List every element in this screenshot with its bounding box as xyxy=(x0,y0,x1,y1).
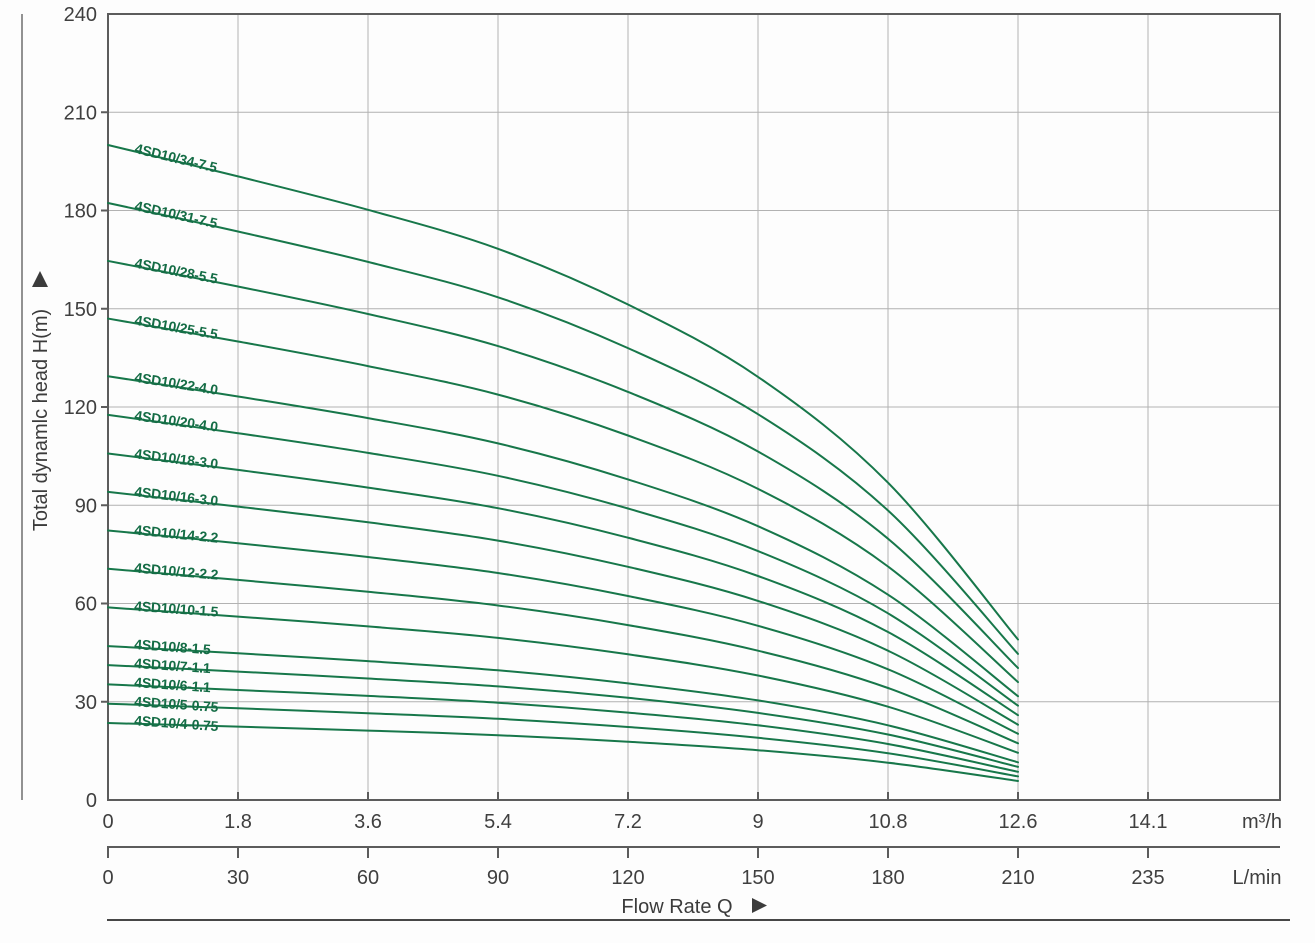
x-tick-label-m3h: 14.1 xyxy=(1129,811,1168,833)
y-axis-title-group: Total dynamlc head H(m) xyxy=(30,271,52,531)
x-tick-label-m3h: 5.4 xyxy=(484,811,512,833)
pump-curve xyxy=(107,606,1019,754)
pump-curve xyxy=(107,645,1019,764)
y-tick-labels: 0 30 60 90 120 150 180 210 240 xyxy=(64,4,97,812)
pump-curve xyxy=(107,683,1019,773)
curve-label: 4SD10/8-1.5 xyxy=(134,636,212,657)
y-tick-label: 210 xyxy=(64,102,97,124)
x-tick-label-lmin: 120 xyxy=(611,867,644,889)
pump-curve xyxy=(107,144,1019,641)
axis-ticks xyxy=(101,111,1149,800)
x-tick-label-m3h: 0 xyxy=(102,811,113,833)
x-tick-label-lmin: 150 xyxy=(741,867,774,889)
curve-label: 4SD10/5-0.75 xyxy=(134,693,219,715)
x-tick-label-m3h: 12.6 xyxy=(999,811,1038,833)
pump-curve xyxy=(107,452,1019,717)
y-tick-label: 90 xyxy=(75,495,97,517)
y-tick-label: 0 xyxy=(86,790,97,812)
pump-curve xyxy=(107,702,1019,778)
x-axis-title: Flow Rate Q xyxy=(621,896,732,918)
x-tick-label-lmin: 30 xyxy=(227,867,249,889)
pump-curve xyxy=(107,317,1019,684)
x-tick-label-lmin: 90 xyxy=(487,867,509,889)
x-tick-label-m3h: 3.6 xyxy=(354,811,382,833)
y-tick-label: 150 xyxy=(64,299,97,321)
pump-curve xyxy=(107,201,1019,655)
pump-curve xyxy=(107,375,1019,698)
x-tick-label-m3h: 9 xyxy=(752,811,763,833)
x-tick-label-m3h: 1.8 xyxy=(224,811,252,833)
lmin-ticks xyxy=(107,847,1149,858)
pump-curve xyxy=(107,664,1019,768)
x-axis-m3h: 0 1.8 3.6 5.4 7.2 9 10.8 12.6 14.1 m³/h xyxy=(102,811,1282,833)
y-tick-label: 30 xyxy=(75,692,97,714)
x-tick-label-lmin: 0 xyxy=(102,867,113,889)
y-tick-label: 120 xyxy=(64,397,97,419)
x-axis-title-group: Flow Rate Q xyxy=(621,896,767,918)
curve-label: 4SD10/12-2.2 xyxy=(134,560,219,583)
pump-curve xyxy=(107,413,1019,707)
curve-label: 4SD10/7-1.1 xyxy=(134,655,212,676)
x-tick-label-m3h: 10.8 xyxy=(869,811,908,833)
right-arrow-icon xyxy=(752,898,767,913)
pump-curve xyxy=(107,722,1019,782)
x-tick-label-lmin: 210 xyxy=(1001,867,1034,889)
pump-curve xyxy=(107,259,1019,669)
curve-label: 4SD10/4-0.75 xyxy=(134,712,219,734)
x-unit-lmin: L/min xyxy=(1233,867,1282,889)
x-tick-label-lmin: 180 xyxy=(871,867,904,889)
y-tick-label: 240 xyxy=(64,4,97,26)
curve-label: 4SD10/10-1.5 xyxy=(134,598,219,620)
pump-curve xyxy=(107,529,1019,735)
y-tick-label: 60 xyxy=(75,594,97,616)
pump-curves xyxy=(107,144,1019,782)
x-tick-label-lmin: 235 xyxy=(1131,867,1164,889)
y-axis-title: Total dynamlc head H(m) xyxy=(30,309,52,531)
x-unit-m3h: m³/h xyxy=(1242,811,1282,833)
y-tick-label: 180 xyxy=(64,201,97,223)
curve-label: 4SD10/6-1.1 xyxy=(134,674,212,695)
pump-curve xyxy=(107,490,1019,726)
up-arrow-icon xyxy=(32,271,48,287)
x-tick-label-lmin: 60 xyxy=(357,867,379,889)
x-tick-label-m3h: 7.2 xyxy=(614,811,642,833)
x-axis-lmin: 0 30 60 90 120 150 180 210 235 L/min xyxy=(102,846,1282,889)
pump-curve xyxy=(107,567,1019,745)
